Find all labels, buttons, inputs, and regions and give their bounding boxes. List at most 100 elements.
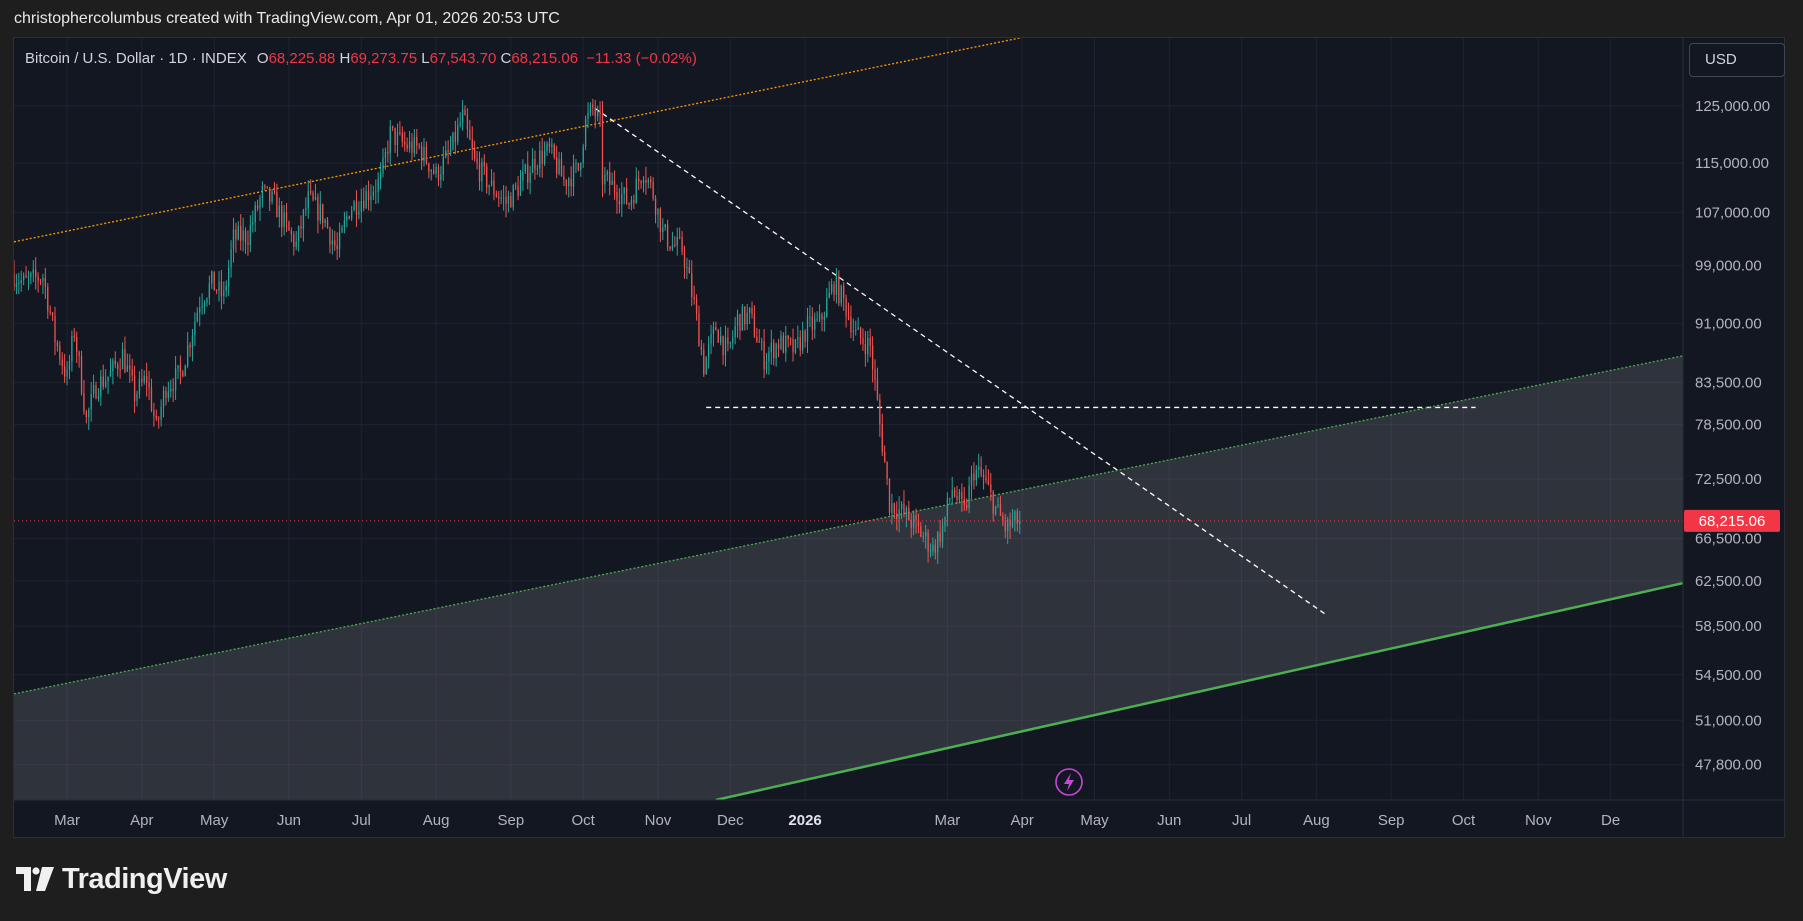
candle-body — [852, 331, 854, 333]
candle-body — [1014, 511, 1016, 521]
candle-body — [922, 536, 924, 538]
candle-body — [379, 173, 382, 180]
time-tick-label: Aug — [1303, 812, 1330, 829]
candle-body — [129, 365, 131, 370]
price-tick-label: 91,000.00 — [1695, 315, 1762, 332]
candle-body — [871, 345, 874, 370]
currency-selector[interactable]: USD — [1689, 43, 1785, 77]
candle-body — [828, 292, 830, 299]
candle-body — [850, 316, 852, 333]
candle-body — [172, 388, 174, 391]
candle-body — [522, 171, 524, 181]
price-tick-label: 107,000.00 — [1695, 204, 1770, 221]
candle-body — [235, 229, 237, 240]
candle-body — [944, 516, 946, 526]
candle-body — [905, 507, 908, 514]
candle-body — [261, 185, 264, 199]
chart-attribution: christophercolumbus created with Trading… — [14, 10, 560, 27]
candle-body — [999, 504, 1002, 516]
candle-body — [416, 136, 418, 146]
candle-body — [365, 190, 367, 209]
candle-body — [847, 315, 850, 317]
lightning-icon[interactable] — [1055, 768, 1083, 796]
candle-body — [553, 144, 555, 158]
candle-body — [777, 344, 780, 349]
candle-body — [174, 368, 177, 391]
candle-body — [671, 244, 674, 250]
candle-body — [186, 344, 189, 366]
candle-body — [647, 179, 649, 183]
candle-body — [679, 236, 681, 238]
candle-body — [324, 220, 326, 223]
high-value: 69,273.75 — [350, 50, 418, 67]
candle-body — [430, 170, 432, 172]
candle-body — [476, 158, 478, 164]
candle-body — [437, 166, 440, 181]
candle-body — [404, 141, 406, 145]
candle-body — [546, 143, 548, 152]
candle-body — [326, 220, 329, 228]
candle-body — [543, 151, 546, 164]
candle-body — [587, 112, 589, 119]
candle-body — [575, 162, 577, 164]
tradingview-logo[interactable]: TradingView — [16, 862, 227, 896]
price-tick-label: 72,500.00 — [1695, 471, 1762, 488]
candle-body — [512, 185, 514, 208]
candle-body — [22, 275, 25, 281]
candle-body — [447, 150, 449, 153]
candle-body — [693, 296, 695, 300]
candle-body — [124, 349, 126, 372]
candle-body — [80, 356, 83, 394]
candle-body — [201, 305, 203, 308]
change-value: −11.33 (−0.02%) — [586, 50, 697, 67]
candle-body — [435, 166, 437, 174]
candle-body — [396, 132, 399, 145]
candle-body — [295, 242, 297, 248]
symbol-label[interactable]: Bitcoin / U.S. Dollar · 1D · INDEX — [25, 50, 247, 67]
candle-body — [268, 187, 271, 202]
candle-body — [78, 352, 80, 357]
candle-body — [630, 200, 633, 205]
candle-body — [133, 375, 136, 401]
candle-body — [753, 313, 756, 337]
candle-body — [350, 210, 353, 219]
candle-body — [746, 312, 748, 325]
candle-body — [929, 551, 932, 553]
candle-body — [445, 150, 447, 157]
candle-body — [170, 388, 172, 392]
candle-body — [225, 285, 227, 291]
candle-body — [237, 226, 239, 240]
candle-body — [782, 335, 785, 353]
candle-body — [281, 205, 283, 228]
chart-frame[interactable] — [13, 37, 1785, 838]
candle-body — [131, 369, 133, 376]
candle-body — [203, 303, 206, 306]
drawing-channel_lower — [715, 581, 1683, 800]
candle-body — [843, 285, 845, 298]
candle-body — [780, 335, 782, 349]
candle-body — [621, 193, 623, 205]
time-tick-label: De — [1601, 812, 1620, 829]
low-label: L — [421, 50, 430, 67]
candle-body — [751, 307, 753, 314]
candle-body — [76, 336, 78, 353]
tradingview-mark-icon — [16, 867, 54, 891]
candle-body — [138, 378, 141, 394]
candle-body — [568, 178, 570, 187]
candle-body — [1016, 511, 1018, 524]
candle-body — [411, 141, 413, 153]
candle-body — [288, 221, 290, 231]
time-tick-label: Jun — [277, 812, 301, 829]
candle-body — [527, 164, 529, 183]
open-label: O — [256, 50, 269, 67]
candle-body — [732, 337, 734, 343]
candle-body — [893, 503, 895, 514]
candle-body — [264, 185, 266, 187]
time-tick-label: Sep — [497, 812, 524, 829]
candle-body — [978, 467, 980, 470]
candle-body — [54, 315, 56, 343]
candle-body — [247, 242, 249, 245]
candle-body — [623, 187, 625, 194]
price-tick-label: 51,000.00 — [1695, 712, 1762, 729]
